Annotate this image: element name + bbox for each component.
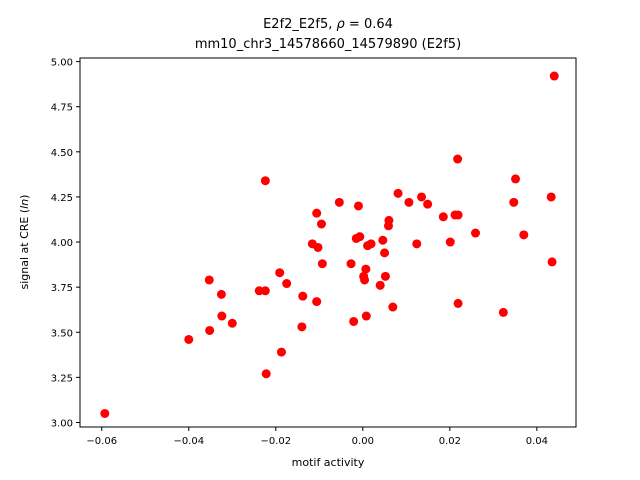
data-point [384,215,394,225]
y-axis-ticks: 3.00 3.25 3.50 3.75 4.00 4.25 4.50 4.75 5.00 [51,58,80,429]
data-point [453,154,463,164]
y-tick-label: 4.25 [51,193,73,204]
data-point [361,264,371,274]
data-point [445,237,455,247]
data-point [380,271,390,281]
data-point [297,322,307,332]
data-point [412,239,422,249]
data-point [298,291,308,301]
data-point [205,325,215,335]
data-point [312,297,322,307]
data-point [346,259,356,269]
data-point [546,192,556,202]
x-axis-ticks: −0.06 −0.04 −0.02 0.00 0.02 0.04 [86,427,548,447]
data-point [317,259,327,269]
data-point [380,248,390,258]
data-point [100,408,110,418]
y-tick-label: 3.50 [51,328,73,339]
data-point [334,197,344,207]
data-point [282,279,292,289]
data-point [227,318,237,328]
y-tick-label: 3.75 [51,283,73,294]
chart-title-line1: E2f2_E2f5, ρ = 0.64 [263,17,393,32]
data-point [353,201,363,211]
y-tick-label: 3.25 [51,373,73,384]
data-point [217,311,227,321]
data-point [275,268,285,278]
y-tick-label: 3.00 [51,418,73,429]
data-point [204,275,214,285]
data-point [355,232,365,242]
data-point [423,199,433,209]
data-point [417,192,427,202]
data-point [184,334,194,344]
data-point [276,347,286,357]
data-point [261,369,271,379]
x-tick-label: 0.04 [526,436,548,447]
y-axis-label: signal at CRE (ln) [18,195,31,290]
data-point [349,316,359,326]
data-point [312,208,322,218]
x-tick-label: −0.04 [173,436,204,447]
data-point [470,228,480,238]
data-point [375,280,385,290]
x-axis-label: motif activity [292,456,365,469]
data-point [366,239,376,249]
data-points [100,71,559,418]
data-point [313,242,323,252]
data-point [216,289,226,299]
y-tick-label: 4.00 [51,238,73,249]
x-tick-label: −0.02 [260,436,291,447]
x-tick-label: 0.00 [352,436,374,447]
data-point [549,71,559,81]
data-point [509,197,519,207]
data-point [360,275,370,285]
data-point [404,197,414,207]
data-point [361,311,371,321]
data-point [547,257,557,267]
x-tick-label: 0.02 [439,436,461,447]
data-point [378,235,388,245]
x-tick-label: −0.06 [86,436,117,447]
y-tick-label: 4.50 [51,148,73,159]
data-point [453,210,463,220]
data-point [438,212,448,222]
chart-title-line2: mm10_chr3_14578660_14579890 (E2f5) [195,37,461,52]
data-point [388,302,398,312]
data-point [260,176,270,186]
y-tick-label: 4.75 [51,103,73,114]
data-point [511,174,521,184]
y-tick-label: 5.00 [51,58,73,69]
data-point [316,219,326,229]
data-point [519,230,529,240]
data-point [393,188,403,198]
data-point [498,307,508,317]
data-point [260,286,270,296]
data-point [453,298,463,308]
